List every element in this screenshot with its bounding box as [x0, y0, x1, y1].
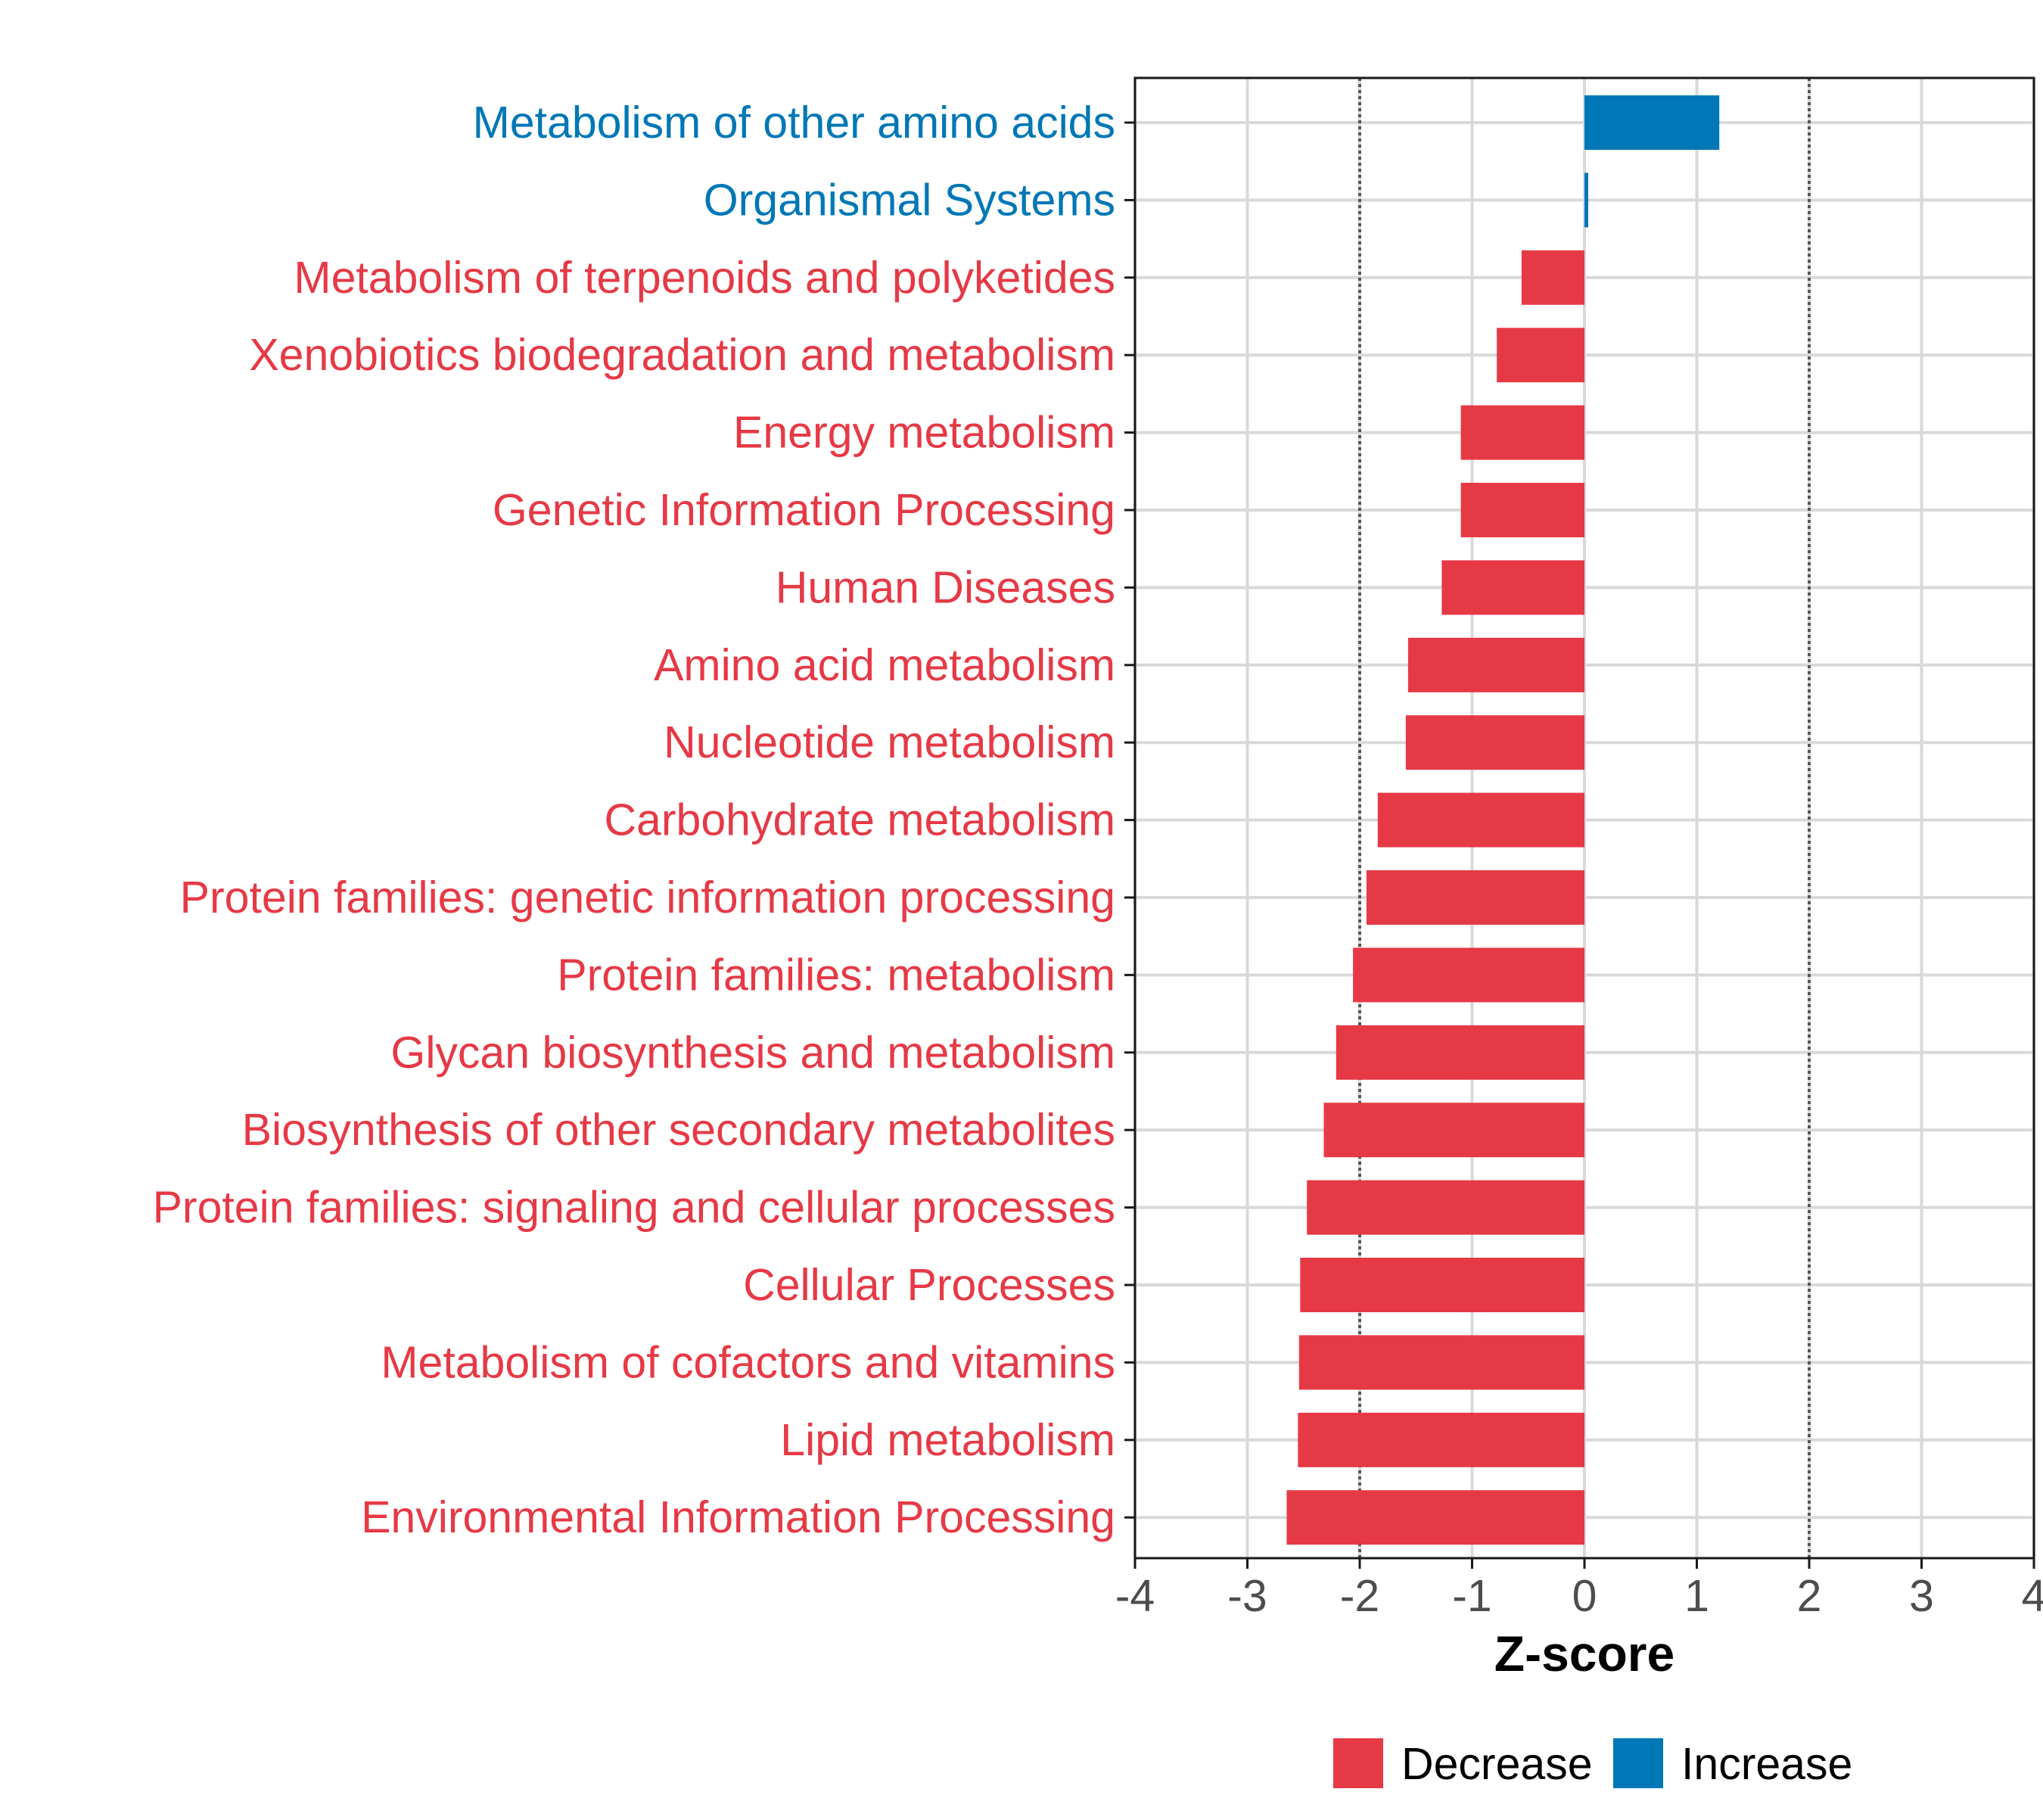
- x-tick-label: -1: [1452, 1571, 1491, 1621]
- legend-item-increase[interactable]: Increase: [1613, 1738, 1852, 1789]
- bar[interactable]: [1286, 1490, 1584, 1545]
- bar[interactable]: [1336, 1025, 1584, 1080]
- bar[interactable]: [1298, 1335, 1584, 1390]
- bar[interactable]: [1405, 715, 1584, 770]
- bar[interactable]: [1407, 637, 1584, 692]
- reference-lines: [1358, 78, 1811, 1558]
- bars: [1286, 95, 1720, 1545]
- y-axis: Metabolism of other amino acids Organisma…: [153, 98, 1135, 1542]
- bar[interactable]: [1377, 792, 1584, 848]
- x-tick-label: 2: [1797, 1571, 1822, 1621]
- bar[interactable]: [1300, 1258, 1584, 1312]
- y-tick-label: Organismal Systems: [704, 175, 1115, 225]
- x-axis: -4 -3 -2 -1 0 1 2 3 4: [1115, 1558, 2043, 1621]
- x-tick-label: 1: [1684, 1571, 1709, 1621]
- legend-label: Increase: [1681, 1739, 1852, 1789]
- legend-label: Decrease: [1401, 1739, 1593, 1789]
- y-tick-label: Protein families: genetic information pr…: [180, 873, 1115, 922]
- y-tick-label: Environmental Information Processing: [361, 1492, 1115, 1542]
- y-tick-label: Genetic Information Processing: [493, 485, 1115, 535]
- y-tick-label: Cellular Processes: [743, 1260, 1115, 1310]
- y-tick-label: Lipid metabolism: [780, 1415, 1115, 1465]
- bar[interactable]: [1460, 405, 1584, 460]
- bar[interactable]: [1497, 328, 1584, 383]
- bar[interactable]: [1307, 1180, 1584, 1235]
- legend-item-decrease[interactable]: Decrease: [1333, 1738, 1593, 1789]
- x-tick-label: 0: [1572, 1571, 1597, 1621]
- y-tick-label: Metabolism of cofactors and vitamins: [381, 1337, 1115, 1387]
- x-tick-label: -4: [1115, 1571, 1155, 1621]
- x-axis-title: Z-score: [1494, 1626, 1675, 1682]
- bar[interactable]: [1366, 870, 1584, 925]
- y-tick-label: Amino acid metabolism: [654, 640, 1115, 690]
- y-tick-label: Glycan biosynthesis and metabolism: [390, 1028, 1115, 1078]
- legend-swatch: [1333, 1738, 1383, 1788]
- bar[interactable]: [1353, 947, 1584, 1003]
- y-tick-label: Protein families: metabolism: [557, 950, 1115, 1000]
- bar[interactable]: [1441, 560, 1584, 615]
- legend-swatch: [1613, 1738, 1663, 1788]
- y-tick-label: Metabolism of other amino acids: [473, 98, 1115, 148]
- bar[interactable]: [1298, 1412, 1584, 1467]
- y-tick-label: Human Diseases: [776, 562, 1115, 612]
- bar[interactable]: [1584, 173, 1588, 228]
- legend[interactable]: Decrease Increase: [1333, 1738, 1852, 1789]
- bar[interactable]: [1521, 250, 1584, 305]
- y-tick-label: Carbohydrate metabolism: [604, 795, 1115, 845]
- x-tick-label: -2: [1340, 1571, 1379, 1621]
- x-tick-label: -3: [1227, 1571, 1267, 1621]
- y-tick-label: Energy metabolism: [733, 408, 1115, 458]
- y-tick-label: Protein families: signaling and cellular…: [153, 1183, 1115, 1233]
- y-tick-label: Xenobiotics biodegradation and metabolis…: [249, 330, 1115, 380]
- x-tick-label: 4: [2022, 1571, 2043, 1621]
- bar[interactable]: [1460, 483, 1584, 537]
- bar[interactable]: [1584, 95, 1720, 150]
- y-tick-label: Biosynthesis of other secondary metaboli…: [242, 1105, 1115, 1155]
- bar[interactable]: [1323, 1103, 1584, 1158]
- y-tick-label: Metabolism of terpenoids and polyketides: [294, 253, 1115, 303]
- y-tick-label: Nucleotide metabolism: [664, 717, 1115, 767]
- x-tick-label: 3: [1909, 1571, 1934, 1621]
